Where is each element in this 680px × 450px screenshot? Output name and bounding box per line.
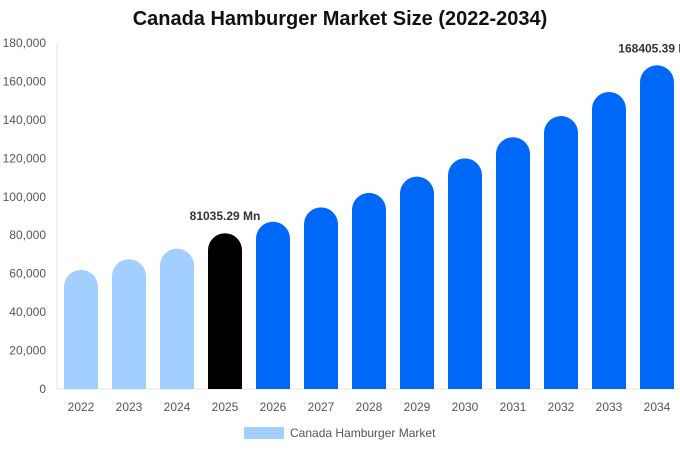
x-tick-label: 2031: [500, 400, 527, 414]
x-tick-label: 2029: [404, 400, 431, 414]
y-tick-label: 80,000: [9, 228, 46, 242]
y-tick-label: 120,000: [3, 151, 47, 165]
bars: [64, 65, 674, 390]
x-axis-ticks: 2022 2023 2024 2025 2026 2027 2028 2029 2030 2031…: [68, 400, 671, 414]
y-tick-label: 40,000: [9, 305, 46, 319]
x-tick-label: 2028: [356, 400, 383, 414]
bar-2029: [400, 176, 434, 389]
x-tick-label: 2034: [644, 400, 671, 414]
y-tick-label: 180,000: [3, 36, 47, 50]
bar-2028: [352, 192, 386, 389]
bar-2034: [640, 65, 674, 389]
x-tick-label: 2025: [212, 400, 239, 414]
x-tick-label: 2026: [260, 400, 287, 414]
y-axis-ticks: 0 20,000 40,000 60,000 80,000 100,000 120,000 1…: [3, 36, 47, 396]
data-label-2034: 168405.39 Mn: [618, 41, 680, 55]
y-tick-label: 160,000: [3, 74, 47, 88]
legend: Canada Hamburger Market: [244, 426, 435, 440]
y-tick-label: 0: [39, 382, 46, 396]
bar-2024: [160, 248, 194, 389]
bar-2022: [64, 269, 98, 389]
x-tick-label: 2032: [548, 400, 575, 414]
bar-2030: [448, 158, 482, 389]
bar-2025: [208, 233, 242, 389]
x-tick-label: 2024: [164, 400, 191, 414]
y-tick-label: 20,000: [9, 344, 46, 358]
y-tick-label: 140,000: [3, 113, 47, 127]
bar-2026: [256, 221, 290, 389]
bar-2033: [592, 92, 626, 390]
chart-title: Canada Hamburger Market Size (2022-2034): [132, 8, 548, 30]
data-label-2025: 81035.29 Mn: [190, 209, 261, 223]
x-tick-label: 2022: [68, 400, 95, 414]
y-tick-label: 100,000: [3, 190, 47, 204]
bar-2031: [496, 137, 530, 389]
data-labels: 81035.29 Mn 168405.39 Mn: [190, 41, 680, 223]
x-tick-label: 2027: [308, 400, 335, 414]
bar-2032: [544, 116, 578, 390]
legend-swatch: [244, 427, 284, 439]
x-tick-label: 2023: [116, 400, 143, 414]
bar-2027: [304, 207, 338, 389]
x-tick-label: 2033: [596, 400, 623, 414]
bar-2023: [112, 259, 146, 389]
legend-label: Canada Hamburger Market: [290, 426, 436, 440]
y-tick-label: 60,000: [9, 267, 46, 281]
x-tick-label: 2030: [452, 400, 479, 414]
